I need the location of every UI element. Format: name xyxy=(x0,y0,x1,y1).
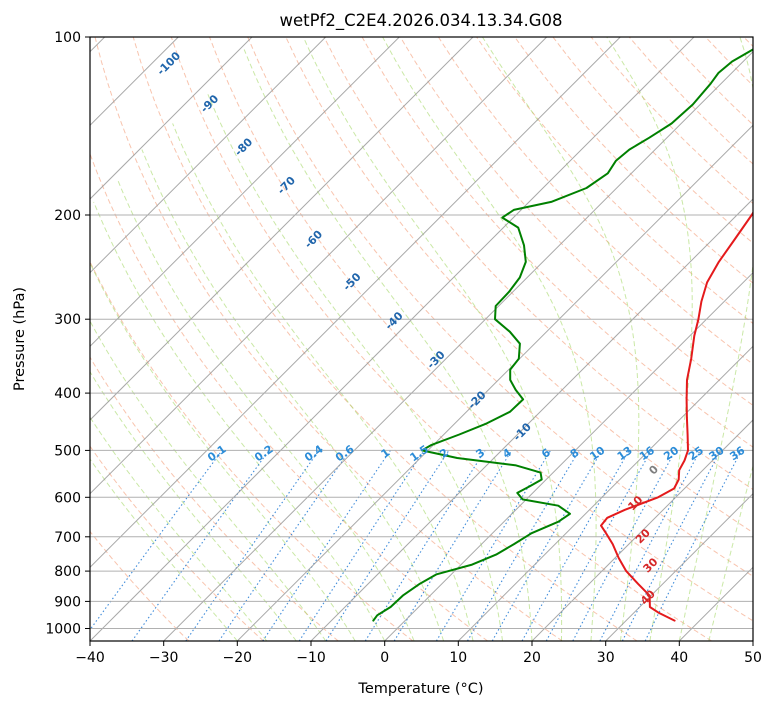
y-tick-label: 400 xyxy=(54,386,81,402)
dry-adiabat-line xyxy=(90,356,339,641)
mixing-ratio-line xyxy=(325,450,450,641)
isotherm-line xyxy=(605,492,753,641)
dry-adiabat-line xyxy=(437,37,753,365)
dry-adiabat-line xyxy=(209,37,753,622)
x-tick-label: −10 xyxy=(296,650,326,666)
mixing-ratio-line xyxy=(545,450,652,641)
moist-adiabat-line xyxy=(678,37,753,641)
x-axis-ticks: −40 −30 −20 −10 0 10 20 30 40 50 xyxy=(75,641,762,666)
isotherm-line xyxy=(310,198,753,641)
x-tick-label: −20 xyxy=(223,650,253,666)
y-tick-label: 600 xyxy=(54,490,81,506)
isotherm-line xyxy=(236,124,753,641)
moist-adiabat-line xyxy=(90,261,356,641)
dry-adiabat-line xyxy=(90,530,190,641)
isotherm-line xyxy=(90,37,474,421)
moist-adiabat-line xyxy=(93,201,386,641)
x-tick-label: 10 xyxy=(449,650,467,666)
y-tick-label: 900 xyxy=(54,594,81,610)
plot-frame xyxy=(89,36,754,642)
moist-adiabat-line xyxy=(481,37,640,641)
dry-adiabat-line xyxy=(132,37,638,641)
x-tick-label: 50 xyxy=(744,650,762,666)
x-tick-label: −40 xyxy=(75,650,105,666)
mixing-ratio-line xyxy=(218,450,351,641)
dry-adiabat-line xyxy=(90,152,488,641)
dry-adiabat-line xyxy=(399,37,753,407)
moist-adiabat-line xyxy=(708,464,753,641)
x-tick-label: −30 xyxy=(149,650,179,666)
isotherm-line xyxy=(90,37,253,200)
moist-adiabat-line xyxy=(243,49,533,641)
mixing-ratio-line xyxy=(521,450,630,641)
isotherm-line xyxy=(384,271,753,641)
mixing-ratio-line xyxy=(185,450,320,641)
x-tick-label: 40 xyxy=(670,650,688,666)
chart-title: wetPf2_C2E4.2026.034.13.34.G08 xyxy=(279,11,562,31)
sounding-profiles xyxy=(372,48,753,622)
dry-adiabat-line xyxy=(90,445,264,641)
x-tick-label: 0 xyxy=(380,650,389,666)
mixing-ratio-line xyxy=(90,450,223,631)
y-tick-label: 500 xyxy=(54,443,81,459)
isotherm-line xyxy=(90,37,548,495)
dry-adiabat-line xyxy=(247,37,753,577)
moist-adiabat-line xyxy=(90,370,297,641)
moist-adiabat-line xyxy=(90,416,268,641)
moist-adiabat-line xyxy=(382,37,597,641)
mixing-ratio-line xyxy=(262,450,391,641)
dewpoint-profile-line xyxy=(372,48,753,622)
isotherm-line xyxy=(90,37,400,348)
skewed-isotherms xyxy=(90,37,753,641)
y-axis-title: Pressure (hPa) xyxy=(12,287,28,391)
moist-adiabat-line xyxy=(90,320,327,641)
pressure-gridlines xyxy=(90,37,753,629)
y-tick-label: 800 xyxy=(54,564,81,580)
mixing-ratio-line xyxy=(644,450,742,641)
isotherm-line xyxy=(457,345,753,641)
isotherm-line xyxy=(531,419,753,641)
x-tick-label: 30 xyxy=(597,650,615,666)
isotherm-line xyxy=(90,37,327,274)
y-tick-label: 200 xyxy=(54,208,81,224)
x-tick-label: 20 xyxy=(523,650,541,666)
plot-area xyxy=(90,37,753,641)
y-tick-label: 100 xyxy=(54,30,81,46)
moist-adiabat-line xyxy=(302,37,563,641)
mixing-ratio-line xyxy=(393,450,513,641)
dry-adiabat-line xyxy=(94,37,563,641)
dry-adiabat-line xyxy=(323,37,753,491)
y-axis-ticks: 1000 900 800 700 600 500 400 300 200 100 xyxy=(45,30,90,638)
y-tick-label: 700 xyxy=(54,530,81,546)
isotherm-line xyxy=(90,37,695,641)
y-tick-label: 300 xyxy=(54,312,81,328)
dry-adiabat-line xyxy=(170,37,712,641)
y-tick-label: 1000 xyxy=(45,622,81,638)
isotherm-line xyxy=(163,50,753,641)
temperature-profile-line xyxy=(600,211,753,622)
moist-adiabat-line xyxy=(90,458,238,641)
mixing-ratio-line xyxy=(621,450,722,641)
x-axis-title: Temperature (°C) xyxy=(357,681,483,697)
mixing-ratio-line xyxy=(572,450,676,641)
mixing-ratio-line xyxy=(298,450,425,641)
isotherm-line xyxy=(90,37,621,569)
dry-adiabat-line xyxy=(514,37,753,284)
